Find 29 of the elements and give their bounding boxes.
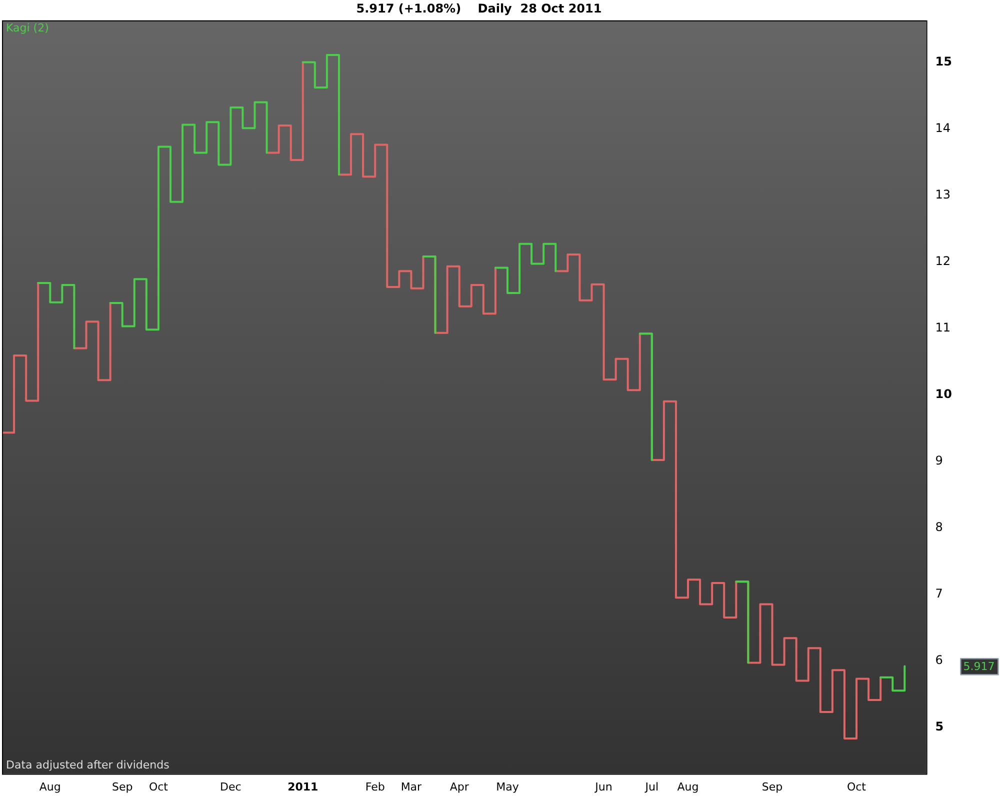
x-tick-label: Jun <box>594 780 612 794</box>
x-tick-label: Dec <box>220 780 242 794</box>
x-tick-label: Mar <box>400 780 422 794</box>
x-tick-label: Apr <box>450 780 470 794</box>
y-tick-label: 8 <box>935 520 943 534</box>
y-tick-label: 5 <box>935 719 944 734</box>
y-tick-label: 6 <box>935 652 943 667</box>
chart-title: 5.917 (+1.08%) Daily 28 Oct 2011 <box>356 1 602 16</box>
y-tick-label: 9 <box>935 453 943 468</box>
x-tick-label: Feb <box>365 780 385 794</box>
y-tick-label: 15 <box>935 54 952 68</box>
y-tick-label: 11 <box>935 320 951 334</box>
y-tick-label: 14 <box>935 120 951 135</box>
x-tick-label: Aug <box>39 780 61 794</box>
y-tick-label: 10 <box>935 386 952 401</box>
annotation: Data adjusted after dividends <box>6 758 170 772</box>
x-tick-label: Oct <box>148 780 169 794</box>
annotation: Kagi (2) <box>6 21 49 34</box>
text: 5.917 <box>963 660 995 674</box>
x-tick-label: 2011 <box>288 780 318 794</box>
x-tick-label: Oct <box>846 780 867 794</box>
x-tick-label: Jul <box>644 780 659 794</box>
x-tick-label: Sep <box>762 780 783 794</box>
y-tick-label: 12 <box>935 254 951 268</box>
y-tick-label: 13 <box>935 187 951 202</box>
y-tick-label: 7 <box>935 586 943 600</box>
x-tick-label: Sep <box>112 780 133 794</box>
x-tick-label: May <box>496 780 520 794</box>
x-tick-label: Aug <box>677 780 699 794</box>
